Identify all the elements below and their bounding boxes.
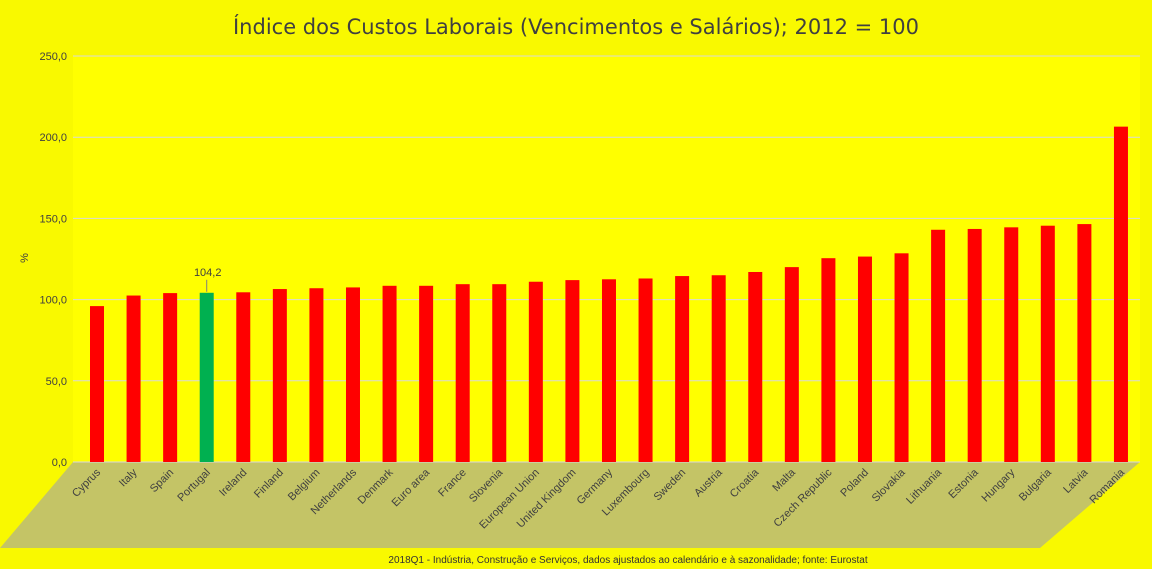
y-tick-label: 50,0 — [46, 376, 67, 388]
bar-finland — [272, 289, 287, 462]
bar-belgium — [309, 288, 324, 462]
chart-title: Índice dos Custos Laborais (Vencimentos … — [233, 14, 919, 39]
bar-czech-republic — [821, 258, 836, 462]
bar-portugal — [199, 292, 214, 462]
bar-netherlands — [345, 287, 360, 462]
bar-cyprus — [90, 306, 104, 462]
bar-ireland — [236, 292, 251, 462]
bar-spain — [163, 293, 178, 462]
bar-slovenia — [492, 284, 507, 462]
y-tick-label: 150,0 — [39, 213, 67, 225]
bar-italy — [126, 295, 141, 462]
bar-estonia — [967, 228, 982, 462]
bar-bulgaria — [1040, 225, 1055, 462]
bar-luxembourg — [638, 278, 653, 462]
bar-austria — [711, 275, 726, 462]
bar-united-kingdom — [565, 280, 580, 462]
y-axis-tick-labels: 0,0 50,0 100,0 150,0 200,0 250,0 — [39, 51, 67, 469]
y-tick-label: 0,0 — [52, 457, 67, 469]
chart-floor — [0, 462, 1140, 548]
bar-european-union — [528, 281, 543, 462]
data-labels: 104,2 — [194, 267, 222, 292]
bar-lithuania — [931, 229, 946, 462]
bar-romania — [1113, 126, 1128, 463]
y-axis-label: % — [19, 253, 31, 263]
bar-hungary — [1004, 227, 1019, 462]
bar-france — [455, 284, 470, 462]
bar-germany — [601, 279, 616, 462]
bar-denmark — [382, 285, 397, 462]
data-label: 104,2 — [194, 267, 222, 279]
bar-sweden — [675, 276, 690, 462]
bars — [90, 126, 1128, 463]
bar-slovakia — [894, 253, 909, 462]
chart-footnote: 2018Q1 - Indústria, Construção e Serviço… — [388, 555, 867, 566]
bar-croatia — [748, 271, 763, 462]
y-tick-label: 200,0 — [39, 132, 67, 144]
y-tick-label: 250,0 — [39, 51, 67, 63]
y-tick-label: 100,0 — [39, 295, 67, 307]
bar-latvia — [1077, 224, 1092, 462]
bar-euro-area — [419, 285, 434, 462]
bar-poland — [857, 256, 872, 462]
bar-malta — [784, 267, 799, 462]
